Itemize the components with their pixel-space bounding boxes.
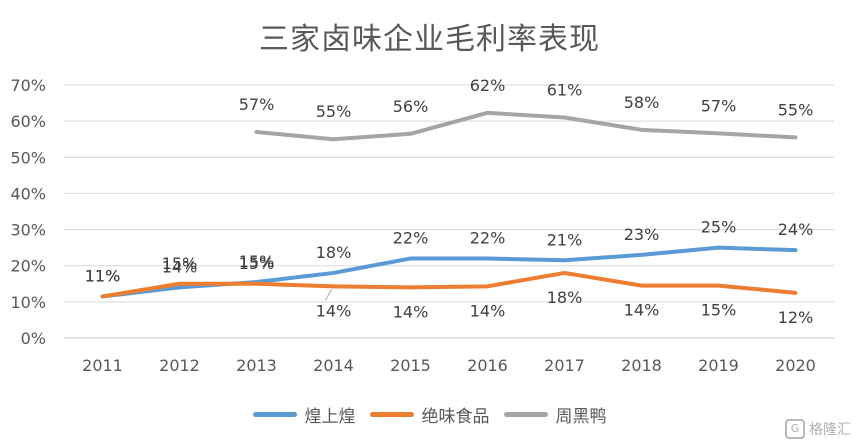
data-label: 24% [778, 220, 814, 239]
y-tick-label: 40% [10, 184, 46, 203]
data-label: 56% [393, 97, 429, 116]
data-label: 15% [239, 252, 275, 271]
x-tick-label: 2015 [390, 356, 431, 375]
watermark-text: 格隆汇 [809, 422, 851, 438]
x-tick-label: 2018 [621, 356, 662, 375]
legend-item-juewei: 绝味食品 [369, 402, 490, 427]
data-label: 57% [239, 95, 275, 114]
data-label: 22% [393, 228, 429, 247]
x-tick-label: 2011 [82, 356, 123, 375]
x-tick-label: 2020 [775, 356, 816, 375]
data-label: 11% [85, 266, 121, 285]
data-label: 55% [778, 100, 814, 119]
data-label: 62% [470, 76, 506, 95]
label-leader-line [325, 289, 332, 301]
x-tick-label: 2016 [467, 356, 508, 375]
x-tick-label: 2017 [544, 356, 585, 375]
legend-label: 绝味食品 [421, 407, 490, 427]
data-label: 58% [624, 93, 660, 112]
y-tick-label: 50% [10, 148, 46, 167]
x-tick-label: 2012 [159, 356, 200, 375]
chart-title: 三家卤味企业毛利率表现 [259, 22, 600, 57]
y-tick-label: 10% [10, 293, 46, 312]
data-label: 14% [470, 301, 506, 320]
series-line-0 [100, 245, 798, 299]
data-label: 14% [316, 301, 352, 320]
data-label: 15% [239, 254, 275, 273]
data-label: 23% [624, 225, 660, 244]
watermark: G 格隆汇 [785, 419, 851, 439]
data-label: 55% [316, 102, 352, 121]
y-tick-label: 60% [10, 112, 46, 131]
data-label: 15% [162, 254, 198, 273]
y-tick-label: 20% [10, 257, 46, 276]
data-label: 14% [393, 302, 429, 321]
series-line-1 [100, 270, 798, 299]
data-label: 57% [701, 96, 737, 115]
data-label: 11% [85, 266, 121, 285]
data-label: 25% [701, 218, 737, 237]
x-tick-label: 2013 [236, 356, 277, 375]
data-label: 14% [162, 257, 198, 276]
watermark-logo-icon: G [785, 419, 805, 439]
y-tick-label: 70% [10, 76, 46, 95]
data-label: 14% [624, 301, 660, 320]
legend-swatch-huangshanghuang [252, 412, 297, 417]
legend-label: 周黑鸭 [555, 407, 607, 427]
y-tick-label: 30% [10, 221, 46, 240]
chart-legend: 煌上煌 绝味食品 周黑鸭 [0, 402, 859, 427]
data-label: 18% [547, 288, 583, 307]
y-tick-label: 0% [21, 329, 46, 348]
x-tick-label: 2019 [698, 356, 739, 375]
data-label: 21% [547, 230, 583, 249]
x-tick-label: 2014 [313, 356, 354, 375]
data-label: 61% [547, 81, 583, 100]
legend-item-huangshanghuang: 煌上煌 [252, 402, 356, 427]
data-label: 12% [778, 308, 814, 327]
legend-label: 煌上煌 [304, 407, 356, 427]
legend-swatch-zhouheiya [503, 412, 548, 417]
data-label: 18% [316, 243, 352, 262]
legend-item-zhouheiya: 周黑鸭 [503, 402, 607, 427]
series-line-2 [254, 110, 798, 142]
legend-swatch-juewei [369, 412, 414, 417]
data-label: 22% [470, 228, 506, 247]
data-label: 15% [701, 301, 737, 320]
